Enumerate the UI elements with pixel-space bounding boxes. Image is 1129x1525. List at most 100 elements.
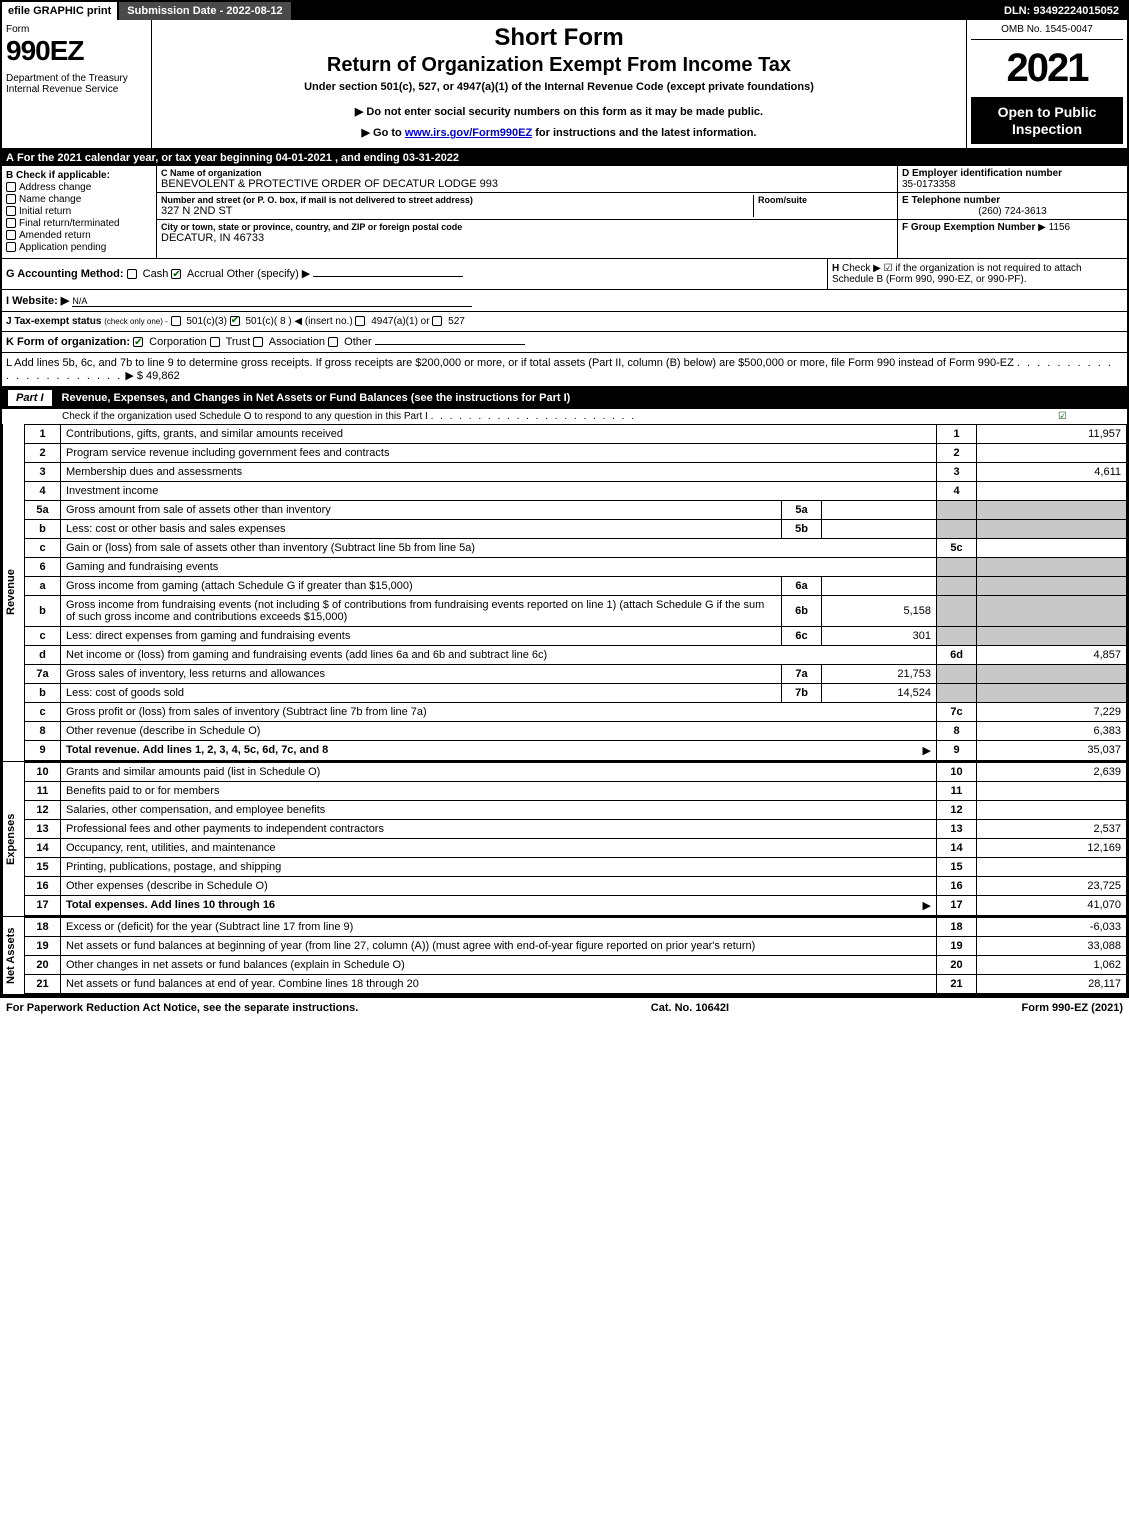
ein-label: D Employer identification number: [902, 168, 1123, 179]
shade: [937, 664, 977, 683]
line-num: c: [25, 538, 61, 557]
line-1: 1Contributions, gifts, grants, and simil…: [25, 424, 1127, 443]
line-amt: 7,229: [977, 702, 1127, 721]
line-rn: 6d: [937, 645, 977, 664]
cat-number: Cat. No. 10642I: [651, 1002, 729, 1014]
line-num: 10: [25, 762, 61, 781]
part-i-sub: Check if the organization used Schedule …: [2, 409, 1127, 424]
group-exemption-label: F Group Exemption Number: [902, 222, 1035, 233]
line-13: 13Professional fees and other payments t…: [25, 819, 1127, 838]
line-amt: [977, 481, 1127, 500]
line-amt: [977, 538, 1127, 557]
chk-501c3[interactable]: [171, 316, 181, 326]
group-exemption-value: ▶ 1156: [1038, 222, 1070, 233]
room-label: Room/suite: [758, 195, 893, 205]
line-subnum: 6a: [782, 576, 822, 595]
accrual-label: Accrual: [187, 268, 224, 280]
chk-corporation[interactable]: [133, 337, 143, 347]
line-num: 7a: [25, 664, 61, 683]
dln: DLN: 93492224015052: [996, 2, 1127, 20]
line-subamt: 14,524: [822, 683, 937, 702]
line-num: 6: [25, 557, 61, 576]
other-specify-label: Other (specify) ▶: [227, 268, 311, 280]
row-a: A For the 2021 calendar year, or tax yea…: [2, 150, 1127, 166]
shade: [937, 519, 977, 538]
501c3-label: 501(c)(3): [186, 316, 227, 327]
line-rn: 16: [937, 876, 977, 895]
line-rn: 19: [937, 936, 977, 955]
box-h: H Check ▶ ☑ if the organization is not r…: [827, 259, 1127, 289]
line-17: 17Total expenses. Add lines 10 through 1…: [25, 895, 1127, 915]
line-num: 16: [25, 876, 61, 895]
line-subnum: 5b: [782, 519, 822, 538]
chk-501c[interactable]: [230, 316, 240, 326]
chk-address-change-label: Address change: [19, 182, 91, 193]
letter-a: A: [6, 152, 14, 164]
chk-name-change[interactable]: Name change: [6, 194, 152, 205]
chk-initial-return[interactable]: Initial return: [6, 206, 152, 217]
line-desc: Program service revenue including govern…: [66, 447, 389, 459]
line-num: 9: [25, 740, 61, 760]
topbar-spacer: [293, 2, 996, 20]
dots: [431, 411, 636, 422]
line-num: b: [25, 519, 61, 538]
chk-association[interactable]: [253, 337, 263, 347]
line-5b: b Less: cost or other basis and sales exp…: [25, 519, 1127, 538]
chk-trust[interactable]: [210, 337, 220, 347]
addr-label: Number and street (or P. O. box, if mail…: [161, 195, 753, 205]
line-num: 5a: [25, 500, 61, 519]
line-desc: Salaries, other compensation, and employ…: [66, 804, 325, 816]
line-num: 8: [25, 721, 61, 740]
chk-accrual[interactable]: [171, 269, 181, 279]
line-desc: Excess or (deficit) for the year (Subtra…: [66, 921, 353, 933]
efile-print[interactable]: efile GRAPHIC print: [2, 2, 119, 20]
box-g: G Accounting Method: Cash Accrual Other …: [2, 259, 827, 289]
netassets-vlabel: Net Assets: [2, 917, 24, 994]
line-15: 15Printing, publications, postage, and s…: [25, 857, 1127, 876]
street-address: 327 N 2ND ST: [161, 205, 753, 217]
line-desc: Less: cost or other basis and sales expe…: [66, 523, 286, 535]
row-l: L Add lines 5b, 6c, and 7b to line 9 to …: [2, 353, 1127, 387]
row-gh: G Accounting Method: Cash Accrual Other …: [2, 259, 1127, 290]
line-desc: Net income or (loss) from gaming and fun…: [66, 649, 547, 661]
line-rn: 15: [937, 857, 977, 876]
chk-amended-return[interactable]: Amended return: [6, 230, 152, 241]
other-specify-input[interactable]: [313, 276, 463, 277]
line-num: d: [25, 645, 61, 664]
corporation-label: Corporation: [149, 336, 206, 348]
shade: [937, 595, 977, 626]
chk-address-change[interactable]: Address change: [6, 182, 152, 193]
chk-final-return[interactable]: Final return/terminated: [6, 218, 152, 229]
chk-cash[interactable]: [127, 269, 137, 279]
other-org-label: Other: [344, 336, 372, 348]
irs-link[interactable]: www.irs.gov/Form990EZ: [405, 127, 532, 139]
line-20: 20 Other changes in net assets or fund ba…: [25, 955, 1127, 974]
line-num: 20: [25, 955, 61, 974]
part-i-header: Part I Revenue, Expenses, and Changes in…: [2, 387, 1127, 409]
public-inspection: Open to Public Inspection: [971, 98, 1123, 144]
line-desc: Other changes in net assets or fund bala…: [66, 959, 405, 971]
chk-application-pending[interactable]: Application pending: [6, 242, 152, 253]
shade: [977, 595, 1127, 626]
chk-initial-return-label: Initial return: [19, 206, 71, 217]
line-6: 6Gaming and fundraising events: [25, 557, 1127, 576]
line-desc: Gain or (loss) from sale of assets other…: [66, 542, 475, 554]
chk-4947[interactable]: [355, 316, 365, 326]
line-desc: Gross amount from sale of assets other t…: [66, 504, 331, 516]
line-amt: [977, 443, 1127, 462]
other-org-input[interactable]: [375, 344, 525, 345]
line-num: 11: [25, 781, 61, 800]
shade: [937, 626, 977, 645]
4947-label: 4947(a)(1) or: [371, 316, 429, 327]
header-center: Short Form Return of Organization Exempt…: [152, 20, 967, 148]
chk-other-org[interactable]: [328, 337, 338, 347]
line-desc: Gross income from fundraising events (no…: [66, 599, 764, 623]
ein-value: 35-0173358: [902, 179, 1123, 190]
row-j: J Tax-exempt status (check only one) - 5…: [2, 312, 1127, 332]
chk-527[interactable]: [432, 316, 442, 326]
org-name: BENEVOLENT & PROTECTIVE ORDER OF DECATUR…: [161, 178, 893, 190]
goto-post: for instructions and the latest informat…: [532, 127, 756, 139]
netassets-table: 18Excess or (deficit) for the year (Subt…: [24, 917, 1127, 994]
chk-application-pending-label: Application pending: [19, 242, 106, 253]
line-num: c: [25, 626, 61, 645]
